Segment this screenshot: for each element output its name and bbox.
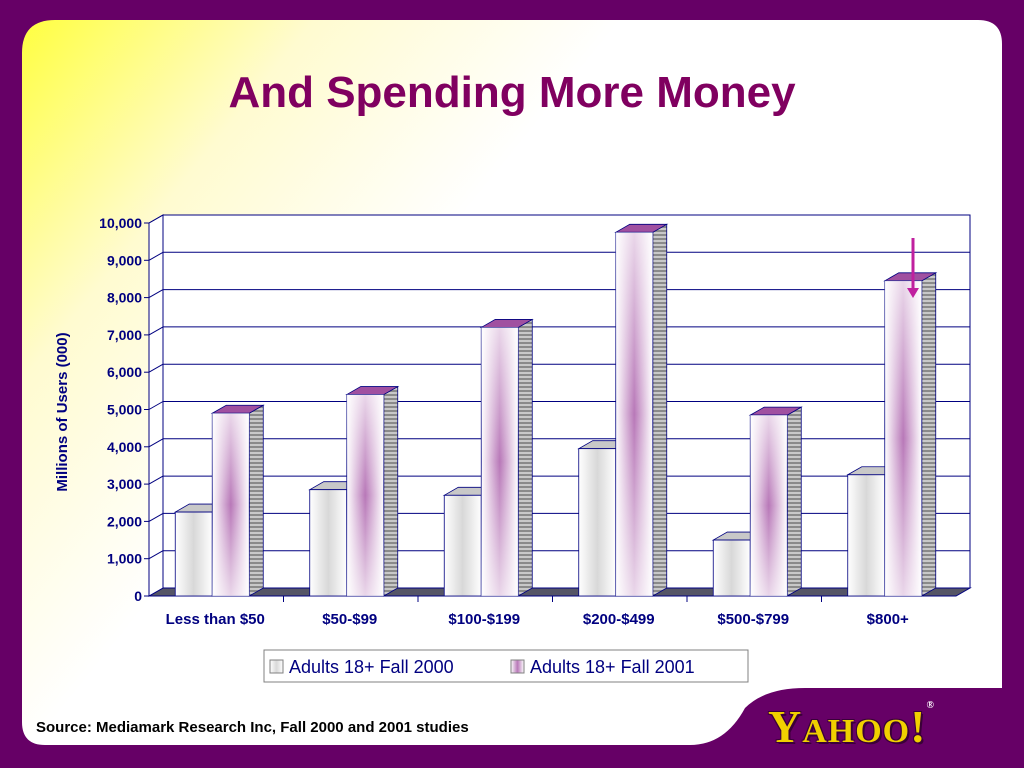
source-note: Source: Mediamark Research Inc, Fall 200…: [36, 719, 469, 736]
y-tick-label: 4,000: [107, 439, 142, 455]
gridline-depth: [148, 289, 164, 299]
gridline-depth: [148, 438, 164, 448]
legend-swatch-2001: [510, 659, 525, 674]
gridline-depth: [148, 475, 164, 485]
bar-2001-5: [883, 272, 938, 597]
x-tick-label: $100-$199: [448, 611, 520, 628]
bars: [173, 223, 938, 597]
x-tick-label: $50-$99: [322, 611, 377, 628]
y-tick-label: 2,000: [107, 513, 142, 529]
y-tick-label: 10,000: [99, 215, 142, 231]
bar-2001-2: [479, 318, 534, 597]
x-tick-label: $200-$499: [583, 611, 655, 628]
chart-legend: Adults 18+ Fall 2000 Adults 18+ Fall 200…: [263, 649, 749, 683]
plot-floor: [147, 587, 972, 597]
x-tick-label: Less than $50: [166, 611, 265, 628]
gridline-depth: [148, 326, 164, 336]
y-axis-ticks: 0 1,000 2,000 3,000 4,000 5,000 6,000 7,000 8,00…: [99, 215, 149, 604]
y-tick-label: 9,000: [107, 252, 142, 268]
y-tick-label: 5,000: [107, 402, 142, 418]
bar-2001-0: [210, 404, 265, 597]
y-axis-label: Millions of Users (000): [54, 332, 71, 491]
gridline-depth: [148, 512, 164, 522]
y-tick-label: 1,000: [107, 551, 142, 567]
x-tick-label: $800+: [867, 611, 909, 628]
bar-2001-4: [748, 406, 803, 597]
y-tick-label: 3,000: [107, 476, 142, 492]
legend-label-2001: Adults 18+ Fall 2001: [530, 657, 695, 677]
bar-chart: 0 1,000 2,000 3,000 4,000 5,000 6,000 7,000 8,00…: [54, 214, 972, 628]
gridline-depth: [148, 550, 164, 560]
yahoo-logo: YAHOO!®: [768, 700, 935, 752]
bar-2001-3: [614, 223, 669, 597]
slide-title: And Spending More Money: [228, 68, 796, 117]
legend-label-2000: Adults 18+ Fall 2000: [289, 657, 454, 677]
down-arrow-annotation: [907, 238, 919, 298]
bar-2001-1: [345, 385, 400, 597]
gridline-depth: [148, 401, 164, 410]
x-axis-ticks: Less than $50 $50-$99 $100-$199 $200-$499 $5…: [166, 596, 909, 628]
legend-swatch-2000: [269, 659, 284, 674]
gridline-depth: [148, 363, 164, 373]
y-tick-label: 7,000: [107, 327, 142, 343]
y-tick-label: 6,000: [107, 364, 142, 380]
gridline-depth: [148, 214, 164, 224]
y-tick-label: 8,000: [107, 290, 142, 306]
x-tick-label: $500-$799: [717, 611, 789, 628]
gridline-depth: [148, 251, 164, 261]
y-tick-label: 0: [134, 588, 142, 604]
gridlines: [147, 214, 972, 597]
